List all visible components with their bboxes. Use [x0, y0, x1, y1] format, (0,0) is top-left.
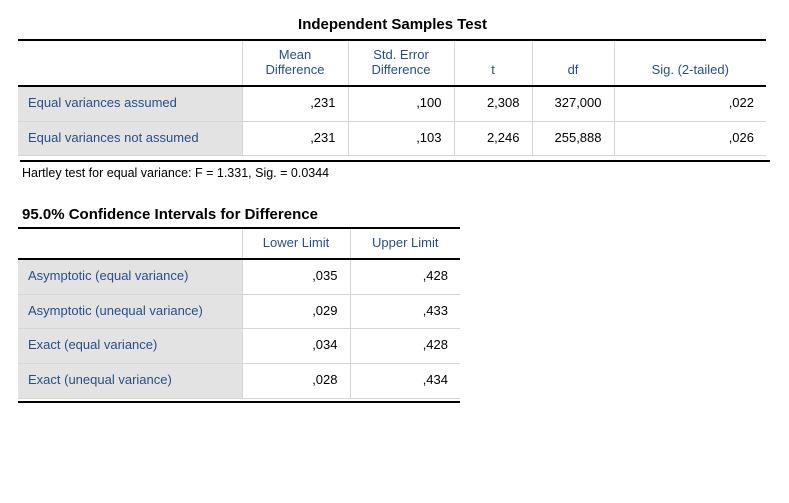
table1-header-row: Mean Difference Std. Error Difference t … [18, 40, 766, 86]
col-df: df [532, 40, 614, 86]
table2-bottom-rule [18, 401, 460, 404]
table-row: Exact (equal variance) ,034 ,428 [18, 329, 460, 364]
cell-lower-2: ,034 [242, 329, 350, 364]
cell-t-1: 2,246 [454, 121, 532, 156]
col-mean-difference: Mean Difference [242, 40, 348, 86]
cell-sig-1: ,026 [614, 121, 766, 156]
col-stderr-difference: Std. Error Difference [348, 40, 454, 86]
cell-sig-0: ,022 [614, 86, 766, 121]
cell-lower-0: ,035 [242, 259, 350, 294]
col-sig: Sig. (2-tailed) [614, 40, 766, 86]
cell-stderr-1: ,103 [348, 121, 454, 156]
col-t: t [454, 40, 532, 86]
table-row: Equal variances not assumed ,231 ,103 2,… [18, 121, 766, 156]
rowlabel-exact-equal: Exact (equal variance) [18, 329, 242, 364]
cell-upper-3: ,434 [350, 363, 460, 398]
cell-lower-1: ,029 [242, 294, 350, 329]
table2-header-row: Lower Limit Upper Limit [18, 228, 460, 259]
rowlabel-unequal-var: Equal variances not assumed [18, 121, 242, 156]
page-root: Independent Samples Test Mean Difference… [0, 0, 789, 503]
table1-title: Independent Samples Test [18, 16, 767, 33]
table-row: Asymptotic (equal variance) ,035 ,428 [18, 259, 460, 294]
col-upper-limit: Upper Limit [350, 228, 460, 259]
cell-df-0: 327,000 [532, 86, 614, 121]
table-row: Exact (unequal variance) ,028 ,434 [18, 363, 460, 398]
cell-stderr-0: ,100 [348, 86, 454, 121]
confidence-intervals-table: Lower Limit Upper Limit Asymptotic (equa… [18, 227, 460, 398]
col-lower-limit: Lower Limit [242, 228, 350, 259]
hartley-footnote: Hartley test for equal variance: F = 1.3… [20, 160, 770, 180]
cell-df-1: 255,888 [532, 121, 614, 156]
cell-t-0: 2,308 [454, 86, 532, 121]
cell-upper-2: ,428 [350, 329, 460, 364]
table2-stub-header [18, 228, 242, 259]
cell-upper-0: ,428 [350, 259, 460, 294]
table-row: Equal variances assumed ,231 ,100 2,308 … [18, 86, 766, 121]
independent-samples-test-table: Mean Difference Std. Error Difference t … [18, 39, 766, 156]
rowlabel-asym-unequal: Asymptotic (unequal variance) [18, 294, 242, 329]
rowlabel-asym-equal: Asymptotic (equal variance) [18, 259, 242, 294]
cell-lower-3: ,028 [242, 363, 350, 398]
rowlabel-exact-unequal: Exact (unequal variance) [18, 363, 242, 398]
rowlabel-equal-var: Equal variances assumed [18, 86, 242, 121]
cell-mean-diff-0: ,231 [242, 86, 348, 121]
cell-upper-1: ,433 [350, 294, 460, 329]
table2-title: 95.0% Confidence Intervals for Differenc… [22, 206, 767, 223]
table1-stub-header [18, 40, 242, 86]
table-row: Asymptotic (unequal variance) ,029 ,433 [18, 294, 460, 329]
cell-mean-diff-1: ,231 [242, 121, 348, 156]
